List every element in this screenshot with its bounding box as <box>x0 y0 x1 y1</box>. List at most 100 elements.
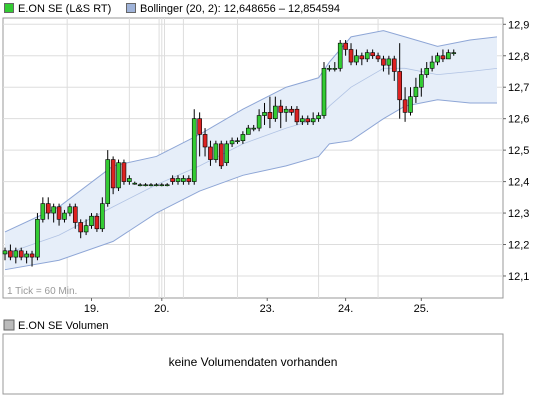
candle-11 <box>62 209 67 223</box>
candle-70 <box>381 55 386 72</box>
x-tick-label-3: 24. <box>338 303 353 315</box>
x-tick-label-0: 19. <box>84 303 99 315</box>
candle-71 <box>386 55 392 75</box>
candle-61 <box>332 62 338 72</box>
candle-69 <box>375 52 381 63</box>
candle-body-72 <box>391 58 397 72</box>
candle-54 <box>294 106 300 125</box>
candle-body-18 <box>100 203 105 230</box>
candle-9 <box>51 203 56 223</box>
candle-body-45 <box>245 127 251 135</box>
legend-bollinger-swatch <box>126 3 136 13</box>
candle-62 <box>337 40 343 72</box>
candle-body-32 <box>175 178 181 182</box>
candle-body-67 <box>364 52 370 60</box>
volume-legend-swatch <box>3 319 15 331</box>
candle-body-51 <box>278 105 284 113</box>
bollinger-upper-line <box>4 30 498 233</box>
candle-14 <box>78 219 83 239</box>
x-axis: 19. 20. 23. 24. 25. <box>84 298 429 315</box>
candle-8 <box>45 197 51 220</box>
candle-79 <box>429 55 435 72</box>
candle-51 <box>278 99 284 129</box>
candle-body-59 <box>321 68 327 116</box>
candle-0 <box>2 247 8 261</box>
y-tick-label-1: 12,2 <box>508 240 529 252</box>
y-tick-label-7: 12,8 <box>508 51 529 63</box>
y-tick-label-2: 12,3 <box>508 208 529 220</box>
candle-body-31 <box>170 178 175 182</box>
candle-16 <box>89 213 94 229</box>
candle-83 <box>451 49 457 56</box>
candle-body-60 <box>327 68 332 70</box>
candle-81 <box>440 49 446 63</box>
candle-32 <box>175 175 181 185</box>
candle-30 <box>164 183 170 187</box>
candle-body-42 <box>229 140 235 145</box>
candle-33 <box>181 175 186 185</box>
candle-body-0 <box>2 250 8 255</box>
candle-18 <box>100 197 105 232</box>
y-axis: 12,1 12,2 12,3 12,4 12,5 12,6 12,7 12,8 12,9 <box>503 19 529 283</box>
candle-24 <box>132 181 138 185</box>
candle-body-33 <box>181 178 186 182</box>
candle-body-83 <box>451 52 457 54</box>
candle-body-44 <box>240 134 246 141</box>
candle-body-2 <box>13 250 19 258</box>
y-tick-label-0: 12,1 <box>508 271 529 283</box>
bollinger-band-area <box>5 30 497 270</box>
candle-body-30 <box>164 184 170 187</box>
candle-body-9 <box>51 206 56 214</box>
candle-body-36 <box>197 118 202 135</box>
candle-57 <box>310 112 316 125</box>
candle-body-50 <box>273 105 278 119</box>
candle-12 <box>67 203 73 217</box>
tick-note: 1 Tick = 60 Min. <box>7 286 77 297</box>
candle-body-29 <box>159 184 165 187</box>
candle-73 <box>397 43 402 119</box>
candle-64 <box>348 43 354 66</box>
candle-body-76 <box>413 86 419 97</box>
candle-body-17 <box>94 215 100 230</box>
candle-body-75 <box>408 96 413 113</box>
candle-41 <box>224 140 229 166</box>
candle-body-80 <box>435 55 440 63</box>
candle-72 <box>391 55 397 81</box>
candle-body-46 <box>251 127 257 130</box>
candle-body-7 <box>40 203 46 220</box>
candle-body-37 <box>202 134 208 148</box>
legend-bollinger: Bollinger (20, 2): 12,648656 – 12,854594 <box>126 2 340 16</box>
volume-plot-frame <box>2 333 504 395</box>
candle-body-3 <box>18 250 24 258</box>
candle-body-54 <box>294 108 300 123</box>
candle-body-70 <box>381 58 386 66</box>
candle-34 <box>186 175 192 185</box>
candles <box>2 40 457 267</box>
candle-body-57 <box>310 118 316 123</box>
candle-body-20 <box>110 159 116 189</box>
candle-body-8 <box>45 203 51 214</box>
candle-body-56 <box>305 118 311 123</box>
candle-body-77 <box>419 74 424 88</box>
candle-25 <box>137 183 143 187</box>
candle-58 <box>316 112 321 122</box>
candle-82 <box>446 49 451 60</box>
candle-59 <box>321 62 327 119</box>
candle-76 <box>413 77 419 103</box>
candle-60 <box>327 65 332 72</box>
candle-body-68 <box>370 52 375 57</box>
candle-74 <box>402 87 408 122</box>
candle-47 <box>256 109 262 132</box>
candle-66 <box>359 52 365 66</box>
volume-title: E.ON SE Volumen <box>18 320 109 332</box>
candle-2 <box>13 247 19 264</box>
candle-body-47 <box>256 115 262 129</box>
candle-body-40 <box>218 143 224 167</box>
candle-body-25 <box>137 184 143 187</box>
candle-39 <box>213 140 219 163</box>
candle-1 <box>8 244 13 261</box>
volume-empty-message: keine Volumendaten vorhanden <box>169 355 338 369</box>
candle-68 <box>370 49 375 59</box>
candle-body-5 <box>29 253 35 258</box>
